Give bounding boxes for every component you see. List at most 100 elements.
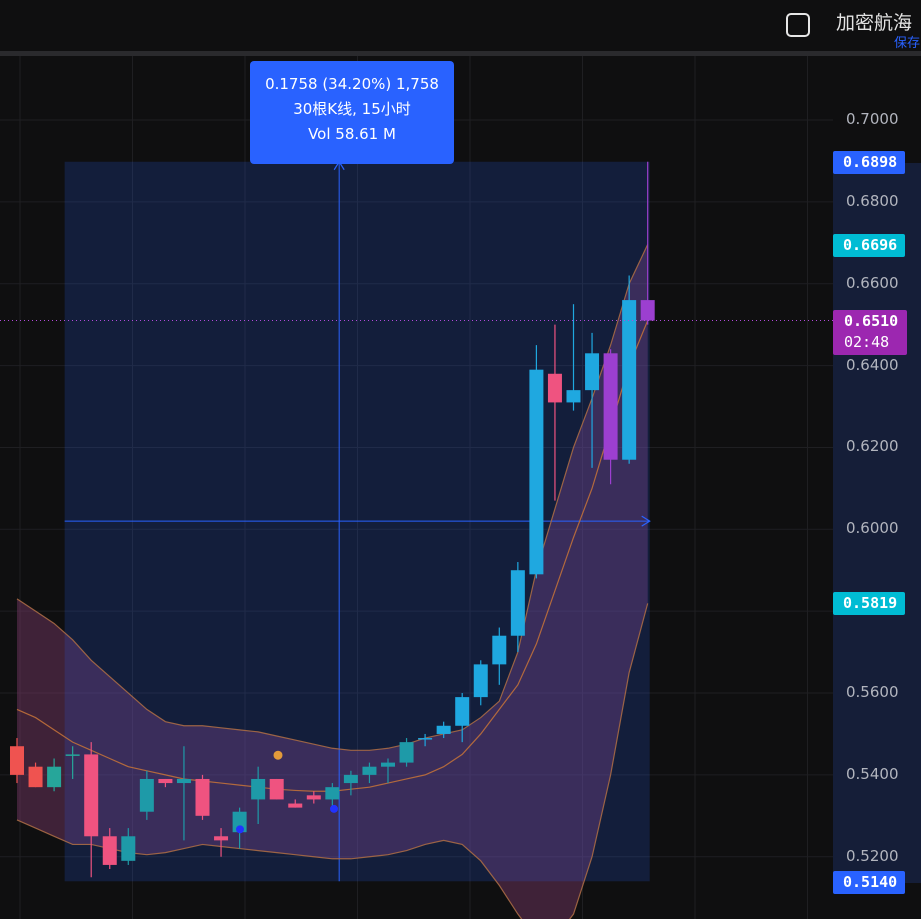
candle [139,770,154,820]
candle-body [603,353,618,460]
candle [195,774,210,820]
measure-volume: Vol 58.61 M [308,125,396,143]
candle-body [47,766,62,788]
candle-body [269,778,284,800]
candle-body [10,746,24,775]
price-axis-tick-label: 0.5200 [846,846,899,865]
measure-bars: 30根K线, 15小时 [293,100,411,118]
candle [121,828,136,865]
bollinger-fill-area [17,244,648,919]
candle [10,738,24,784]
candle-body [121,836,136,861]
top-bar: 加密航海 保存 [0,0,921,56]
candle-body [622,300,637,460]
candle [158,778,173,788]
price-axis-tick-label: 0.6400 [846,355,899,374]
price-axis-tick-label: 0.5600 [846,683,899,702]
candle-body [585,353,600,391]
measure-bottom-tag: 0.5140 [833,871,905,894]
candle [418,733,433,747]
candle [547,324,562,501]
signal-dot-orange [273,750,283,760]
layout-checkbox[interactable] [786,13,810,37]
candle [510,562,525,653]
band-upper-tag: 0.6696 [833,234,905,257]
candle [251,766,266,824]
candle-body [176,778,191,784]
candle-body [251,778,266,800]
candle-body [325,787,340,800]
save-button[interactable]: 保存 [894,36,921,51]
candle [288,799,303,808]
candle [455,693,470,743]
candle [269,778,284,800]
bollinger-band-fill [17,244,648,919]
chart-overlays [0,320,833,834]
price-chart[interactable] [0,56,921,919]
price-axis-tick-label: 0.6800 [846,191,899,210]
candle-body [640,300,655,321]
candle-body [362,766,377,775]
candle-body [195,778,210,816]
candle-body [102,836,117,865]
candle-body [399,742,414,763]
measure-tooltip: 0.1758 (34.20%) 1,758 30根K线, 15小时 Vol 58… [250,61,454,164]
candle [585,332,600,468]
candle [214,828,229,857]
measure-box[interactable] [64,160,651,882]
candle [343,770,358,796]
candle-body [139,778,154,812]
price-axis-tick-label: 0.6000 [846,519,899,538]
candle-body [455,697,470,726]
candle-body [510,570,525,636]
candle [603,349,618,485]
candle-body [529,369,544,575]
candle [529,345,544,579]
candle-body [65,754,80,756]
candles [10,161,655,878]
price-axis-tick-label: 0.7000 [846,110,899,128]
candle [47,758,62,792]
candle-body [418,738,433,740]
candle-body [28,766,43,788]
bar-countdown: 02:48 [844,333,890,351]
candle-body [214,836,229,841]
candle-body [473,664,488,698]
candle-body [288,803,303,808]
candle [306,791,321,804]
price-axis-tick-label: 0.6200 [846,437,899,456]
candle [640,161,655,325]
candle [65,746,80,779]
candle-body [436,725,451,734]
measure-change: 0.1758 (34.20%) 1,758 [265,75,439,93]
price-axis-highlight [833,163,921,883]
candle [566,304,581,411]
candle-body [547,373,562,403]
current-price: 0.6510 [844,312,899,330]
candle [84,742,99,878]
price-axis-tick-label: 0.6600 [846,273,899,292]
candle-body [158,778,173,784]
candle [28,762,43,788]
candle [622,275,637,464]
candle-body [306,795,321,800]
candle [436,721,451,739]
signal-dot-blue [330,804,338,813]
current-price-tag: 0.6510 02:48 [833,310,907,355]
candle [176,746,191,841]
price-axis-tick-label: 0.5400 [846,764,899,783]
candle-body [343,774,358,784]
layout-title[interactable]: 加密航海 [836,12,913,34]
measure-top-tag: 0.6898 [833,151,905,174]
candle-body [84,754,99,837]
candle [362,762,377,784]
candle-body [492,635,507,665]
band-lower-tag: 0.5819 [833,592,905,615]
measure-arrow-right [641,515,651,527]
candle [492,627,507,685]
candle-body [381,762,395,767]
candle [102,828,117,870]
candle [381,758,395,784]
candle-body [566,390,581,403]
candle [473,660,488,706]
